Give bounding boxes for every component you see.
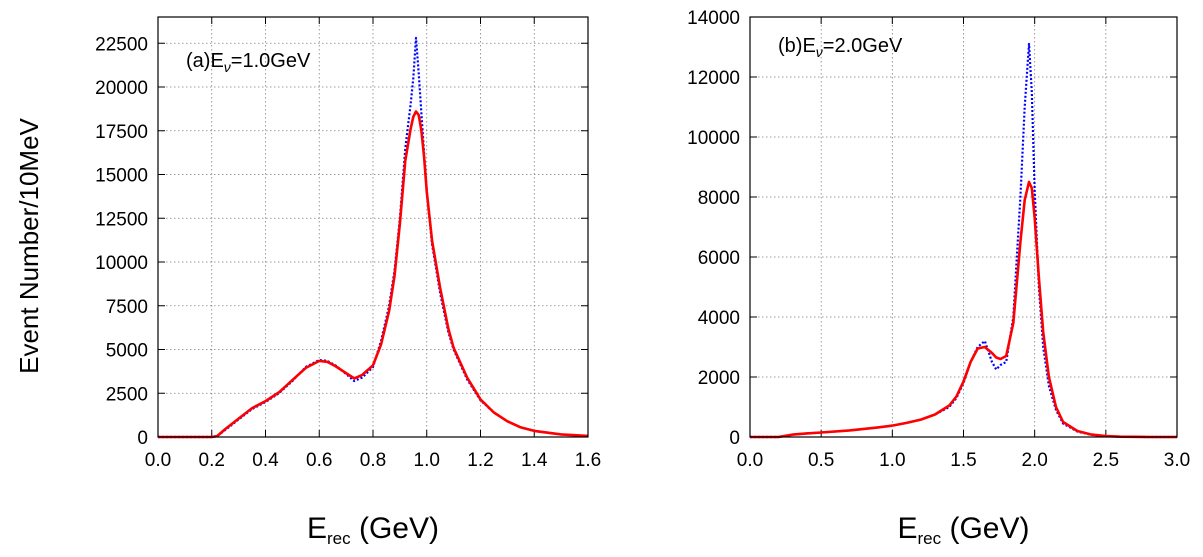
chart-a-ytick-label: 20000 <box>95 78 148 99</box>
chart-a-series <box>158 36 589 439</box>
chart-b-ytick-label: 10000 <box>687 128 740 149</box>
chart-a-xtick-label: 1.4 <box>521 450 548 471</box>
chart-a-ytick-label: 22500 <box>95 34 148 55</box>
chart-a-grid <box>157 17 589 438</box>
chart-a-ytick-label: 0 <box>137 428 148 449</box>
chart-a-ytick-label: 12500 <box>95 209 148 230</box>
chart-b-xtick-label: 0.5 <box>808 450 834 471</box>
chart-b-xtick-label: 2.0 <box>1021 450 1047 471</box>
chart-a-xlabel-sub: rec <box>327 529 351 548</box>
chart-b-grid <box>749 16 1178 438</box>
chart-b-xtick-label: 1.0 <box>879 450 905 471</box>
chart-a-annotation: (a)Eν=1.0GeV <box>186 50 311 75</box>
chart-b-ytick-label: 4000 <box>698 308 740 329</box>
chart-a-ytick-label: 15000 <box>95 166 148 187</box>
chart-b-frame <box>749 16 1178 438</box>
chart-b-x-axis-label: Erec (GeV) <box>898 512 1030 548</box>
chart-a-series-solid-line <box>158 110 589 439</box>
chart-a-annotation-suffix: =1.0GeV <box>231 50 311 72</box>
chart-b-xlabel-unit: (GeV) <box>941 512 1029 545</box>
chart-b-ytick-label: 8000 <box>698 188 740 209</box>
chart-a-xtick-label: 0.6 <box>306 450 332 471</box>
chart-a-frame <box>157 16 589 438</box>
chart-b-series-solid-line <box>750 180 1177 439</box>
chart-b-xtick-label: 2.5 <box>1093 450 1119 471</box>
chart-b-ytick-label: 6000 <box>698 248 740 269</box>
chart-b-ytick-label: 14000 <box>687 8 740 29</box>
chart-a-ytick-label: 2500 <box>106 384 148 405</box>
chart-a-x-axis-label: Erec (GeV) <box>307 512 439 548</box>
chart-panel-b: 0.0 0.5 1.0 1.5 2.0 2.5 3.0 0 2000 4000 6000 8000 10… <box>687 8 1190 548</box>
chart-b-annotation-sub: ν <box>816 44 823 60</box>
chart-b-xlabel-sub: rec <box>918 529 942 548</box>
chart-a-ytick-label: 5000 <box>106 341 148 362</box>
chart-a-annotation-prefix: (a)E <box>186 50 224 72</box>
chart-a-xtick-label: 0.2 <box>199 450 225 471</box>
chart-a-xtick-label: 0.0 <box>145 450 171 471</box>
chart-a-ytick-label: 7500 <box>106 297 148 318</box>
chart-b-xtick-label: 3.0 <box>1164 450 1190 471</box>
chart-b-annotation-prefix: (b)E <box>778 35 816 57</box>
chart-b-annotation: (b)Eν=2.0GeV <box>778 35 903 60</box>
chart-panel-a: 0.0 0.2 0.4 0.6 0.8 1.0 1.2 1.4 1.6 0 2500 5000 7500… <box>95 16 601 548</box>
chart-a-xtick-label: 1.2 <box>467 450 493 471</box>
chart-b-xtick-label: 0.0 <box>737 450 763 471</box>
chart-b-xlabel-main: E <box>898 512 918 545</box>
chart-a-ytick-label: 10000 <box>95 253 148 274</box>
chart-a-xtick-label: 1.6 <box>575 450 601 471</box>
chart-b-ytick-label: 0 <box>729 428 740 449</box>
y-axis-label: Event Number/10MeV <box>14 117 44 373</box>
chart-a-xlabel-unit: (GeV) <box>351 512 439 545</box>
chart-b-ytick-label: 12000 <box>687 68 740 89</box>
chart-a-xtick-label: 0.8 <box>360 450 386 471</box>
chart-a-ticks: 0.0 0.2 0.4 0.6 0.8 1.0 1.2 1.4 1.6 0 2500 5000 7500… <box>95 17 601 471</box>
chart-b-series <box>750 42 1177 439</box>
chart-a-annotation-sub: ν <box>224 59 231 75</box>
chart-b-xtick-label: 1.5 <box>950 450 976 471</box>
chart-b-ticks: 0.0 0.5 1.0 1.5 2.0 2.5 3.0 0 2000 4000 6000 8000 10… <box>687 8 1190 471</box>
chart-b-ytick-label: 2000 <box>698 368 740 389</box>
chart-a-xtick-label: 1.0 <box>414 450 440 471</box>
chart-a-ytick-label: 17500 <box>95 122 148 143</box>
chart-a-xtick-label: 0.4 <box>252 450 279 471</box>
chart-b-annotation-suffix: =2.0GeV <box>823 35 903 57</box>
chart-a-xlabel-main: E <box>307 512 327 545</box>
